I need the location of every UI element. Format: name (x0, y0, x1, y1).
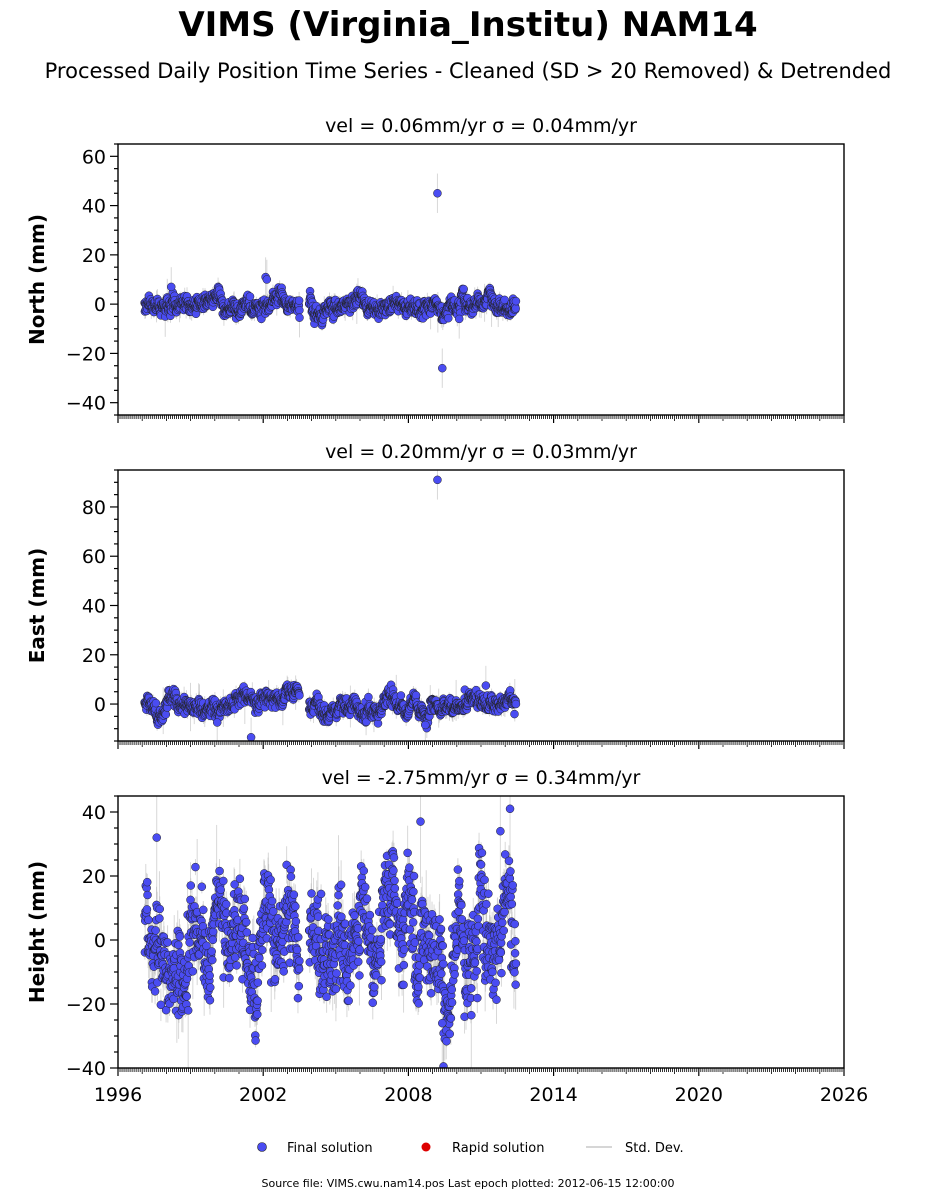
y-axis-label: East (mm) (25, 548, 49, 664)
y-tick-label: −20 (66, 343, 106, 365)
data-point (151, 698, 161, 708)
std-dev-bars (144, 173, 517, 388)
data-point (511, 296, 521, 306)
final-solution-points (140, 475, 521, 741)
y-axis-label: North (mm) (25, 214, 49, 345)
data-point (245, 292, 255, 301)
data-point (438, 363, 447, 373)
panel-title: vel = 0.20mm/yr σ = 0.03mm/yr (325, 441, 637, 463)
y-tick-label: 40 (82, 196, 106, 218)
y-tick-label: 20 (82, 245, 106, 267)
data-point (295, 691, 304, 700)
data-point (364, 692, 373, 702)
data-point (161, 710, 171, 719)
data-point (433, 189, 442, 198)
final-solution-points (140, 189, 521, 373)
data-point (500, 295, 509, 305)
y-tick-label: 60 (82, 146, 106, 168)
figure-title: VIMS (Virginia_Institu) NAM14 (178, 5, 757, 45)
data-point (295, 306, 304, 315)
data-point (454, 314, 464, 324)
plot-frame (117, 143, 845, 416)
figure-subtitle: Processed Daily Position Time Series - C… (45, 59, 892, 83)
data-point (511, 304, 520, 313)
data-point (262, 275, 272, 284)
data-point (295, 313, 304, 322)
data-point (459, 284, 468, 294)
panel-title: vel = 0.06mm/yr σ = 0.04mm/yr (325, 115, 637, 137)
data-point (294, 296, 304, 305)
data-point (444, 313, 453, 323)
y-tick-label: 0 (94, 294, 106, 316)
data-point (166, 282, 176, 292)
y-tick-label: −40 (66, 393, 106, 415)
